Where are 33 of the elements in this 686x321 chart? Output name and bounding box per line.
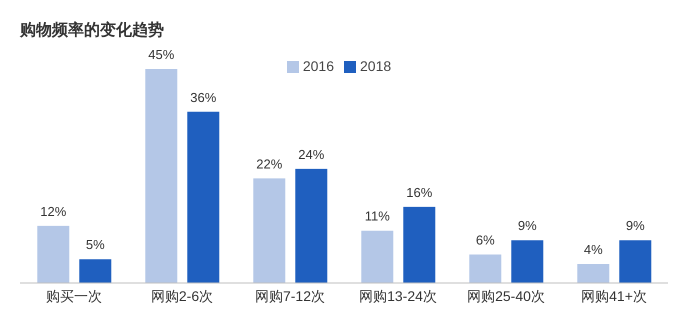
bar <box>619 240 652 283</box>
data-label: 9% <box>518 218 538 234</box>
bar <box>253 178 286 283</box>
bar <box>187 112 220 283</box>
legend-label: 2018 <box>360 58 392 74</box>
x-tick-label: 网购13-24次 <box>359 288 437 304</box>
bar <box>37 226 70 283</box>
chart-title: 购物频率的变化趋势 <box>20 20 164 41</box>
data-label: 12% <box>40 204 67 219</box>
data-label: 5% <box>86 237 106 252</box>
data-label: 45% <box>148 47 175 62</box>
bar <box>511 240 544 283</box>
data-label: 9% <box>626 218 646 234</box>
data-label: 4% <box>584 242 604 257</box>
x-tick-label: 网购25-40次 <box>467 288 545 304</box>
bar <box>145 69 178 283</box>
bar <box>295 168 328 283</box>
bar <box>403 206 436 283</box>
bar <box>577 264 610 283</box>
legend-label: 2016 <box>302 58 334 74</box>
data-label: 22% <box>256 156 283 172</box>
data-label: 36% <box>190 90 217 105</box>
bar <box>361 230 394 283</box>
data-label: 6% <box>476 232 496 248</box>
data-label: 11% <box>364 208 390 224</box>
x-tick-label: 网购7-12次 <box>254 288 326 304</box>
data-label: 24% <box>298 146 325 162</box>
bar <box>79 259 112 283</box>
x-tick-label: 网购2-6次 <box>150 288 214 304</box>
bar <box>469 254 502 283</box>
x-tick-label: 购买一次 <box>46 288 102 304</box>
x-tick-label: 网购41+次 <box>581 288 647 304</box>
data-label: 16% <box>406 184 433 200</box>
